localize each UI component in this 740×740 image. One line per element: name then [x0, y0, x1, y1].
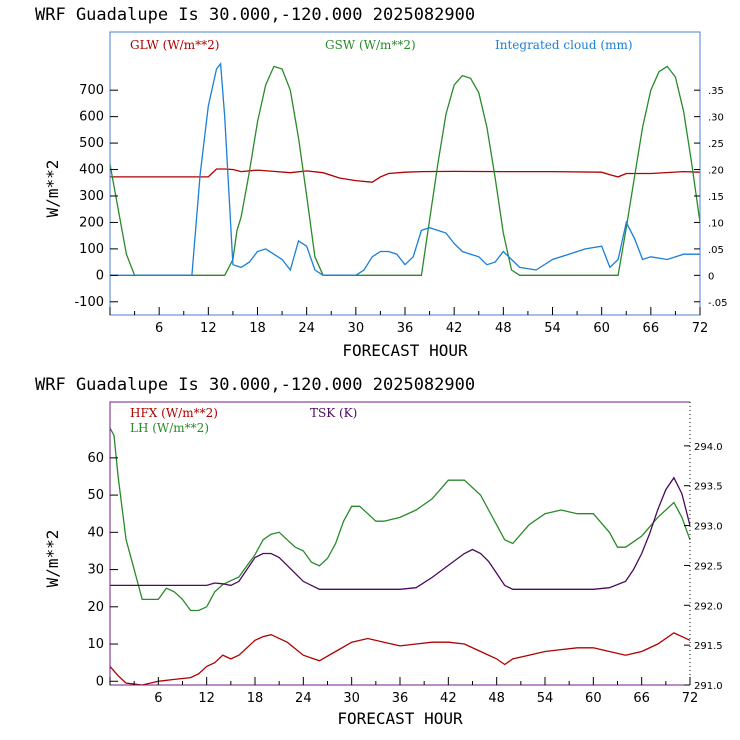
x-axis-label: FORECAST HOUR — [337, 709, 463, 728]
right-tick-label: .30 — [708, 113, 724, 124]
legend-entry-0: GLW (W/m**2) — [130, 38, 219, 52]
y-tick-label: 40 — [87, 525, 104, 540]
legend-entry-2: TSK (K) — [310, 406, 357, 420]
x-tick-label: 48 — [488, 691, 505, 706]
chart-title: WRF Guadalupe Is 30.000,-120.000 2025082… — [35, 375, 475, 395]
y-tick-label: 30 — [87, 563, 104, 578]
x-tick-label: 48 — [495, 321, 512, 336]
x-tick-label: 42 — [440, 691, 457, 706]
x-tick-label: 6 — [154, 691, 162, 706]
right-tick-label: 291.5 — [694, 641, 723, 652]
x-tick-label: 12 — [200, 321, 217, 336]
x-tick-label: 72 — [692, 321, 709, 336]
y-tick-label: 700 — [79, 83, 104, 98]
right-tick-label: 293.0 — [694, 522, 723, 533]
y-axis-label: W/m**2 — [43, 530, 62, 588]
right-tick-label: .10 — [708, 218, 724, 229]
y-tick-label: 20 — [87, 600, 104, 615]
bottom-panel-flux-skin-temp: WRF Guadalupe Is 30.000,-120.000 2025082… — [35, 375, 723, 728]
right-tick-label: .25 — [708, 139, 724, 150]
right-tick-label: .15 — [708, 192, 724, 203]
x-tick-label: 66 — [643, 321, 660, 336]
chart-title: WRF Guadalupe Is 30.000,-120.000 2025082… — [35, 5, 475, 25]
x-tick-label: 72 — [682, 691, 699, 706]
y-tick-label: 0 — [96, 674, 104, 689]
x-tick-label: 30 — [343, 691, 360, 706]
y-tick-label: 0 — [96, 268, 104, 283]
x-tick-label: 18 — [249, 321, 266, 336]
x-tick-label: 36 — [397, 321, 414, 336]
x-tick-label: 6 — [155, 321, 163, 336]
x-tick-label: 24 — [298, 321, 315, 336]
y-tick-label: 600 — [79, 110, 104, 125]
right-tick-label: 293.5 — [694, 482, 723, 493]
right-tick-label: 292.5 — [694, 561, 723, 572]
x-tick-label: 42 — [446, 321, 463, 336]
legend-entry-1: GSW (W/m**2) — [325, 38, 416, 52]
right-tick-label: 292.0 — [694, 601, 723, 612]
right-tick-label: .20 — [708, 166, 724, 177]
legend-entry-1: LH (W/m**2) — [130, 421, 209, 435]
y-tick-label: -100 — [74, 295, 104, 310]
y-tick-label: 100 — [79, 242, 104, 257]
x-tick-label: 60 — [593, 321, 610, 336]
right-tick-label: 0 — [708, 271, 714, 282]
right-tick-label: .05 — [708, 245, 724, 256]
plot-frame — [109, 31, 701, 316]
y-tick-label: 500 — [79, 136, 104, 151]
y-tick-label: 200 — [79, 215, 104, 230]
right-tick-label: 294.0 — [694, 442, 723, 453]
series-line-1 — [109, 65, 701, 276]
x-tick-label: 30 — [348, 321, 365, 336]
right-tick-label: 291.0 — [694, 681, 723, 692]
y-tick-label: 50 — [87, 488, 104, 503]
series-line-1 — [109, 427, 691, 612]
x-tick-label: 60 — [585, 691, 602, 706]
legend-entry-0: HFX (W/m**2) — [130, 406, 218, 420]
series-line-2 — [110, 476, 691, 590]
series-line-0 — [110, 168, 701, 183]
y-tick-label: 400 — [79, 163, 104, 178]
x-tick-label: 12 — [198, 691, 215, 706]
y-tick-label: 60 — [87, 451, 104, 466]
plot-frame — [109, 401, 690, 686]
legend-entry-2: Integrated cloud (mm) — [495, 38, 633, 52]
x-tick-label: 36 — [392, 691, 409, 706]
y-axis-label: W/m**2 — [43, 160, 62, 218]
right-tick-label: .35 — [708, 86, 724, 97]
right-tick-label: -.05 — [708, 298, 728, 309]
x-tick-label: 66 — [633, 691, 650, 706]
x-axis-label: FORECAST HOUR — [342, 341, 468, 360]
series-line-2 — [110, 61, 700, 276]
x-tick-label: 18 — [247, 691, 264, 706]
y-tick-label: 300 — [79, 189, 104, 204]
x-tick-label: 24 — [295, 691, 312, 706]
x-tick-label: 54 — [537, 691, 554, 706]
y-tick-label: 10 — [87, 637, 104, 652]
top-panel-radiation-cloud: WRF Guadalupe Is 30.000,-120.000 2025082… — [35, 5, 728, 360]
series-line-0 — [109, 632, 691, 686]
x-tick-label: 54 — [544, 321, 561, 336]
